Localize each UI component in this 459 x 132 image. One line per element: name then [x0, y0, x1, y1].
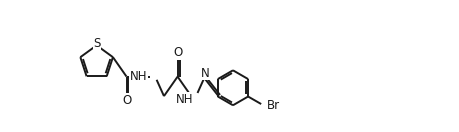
- Text: N: N: [200, 67, 209, 80]
- Text: Br: Br: [267, 99, 280, 112]
- Text: NH: NH: [129, 70, 147, 83]
- Text: O: O: [173, 46, 182, 59]
- Text: NH: NH: [175, 93, 193, 106]
- Text: S: S: [93, 37, 101, 50]
- Text: O: O: [122, 94, 131, 107]
